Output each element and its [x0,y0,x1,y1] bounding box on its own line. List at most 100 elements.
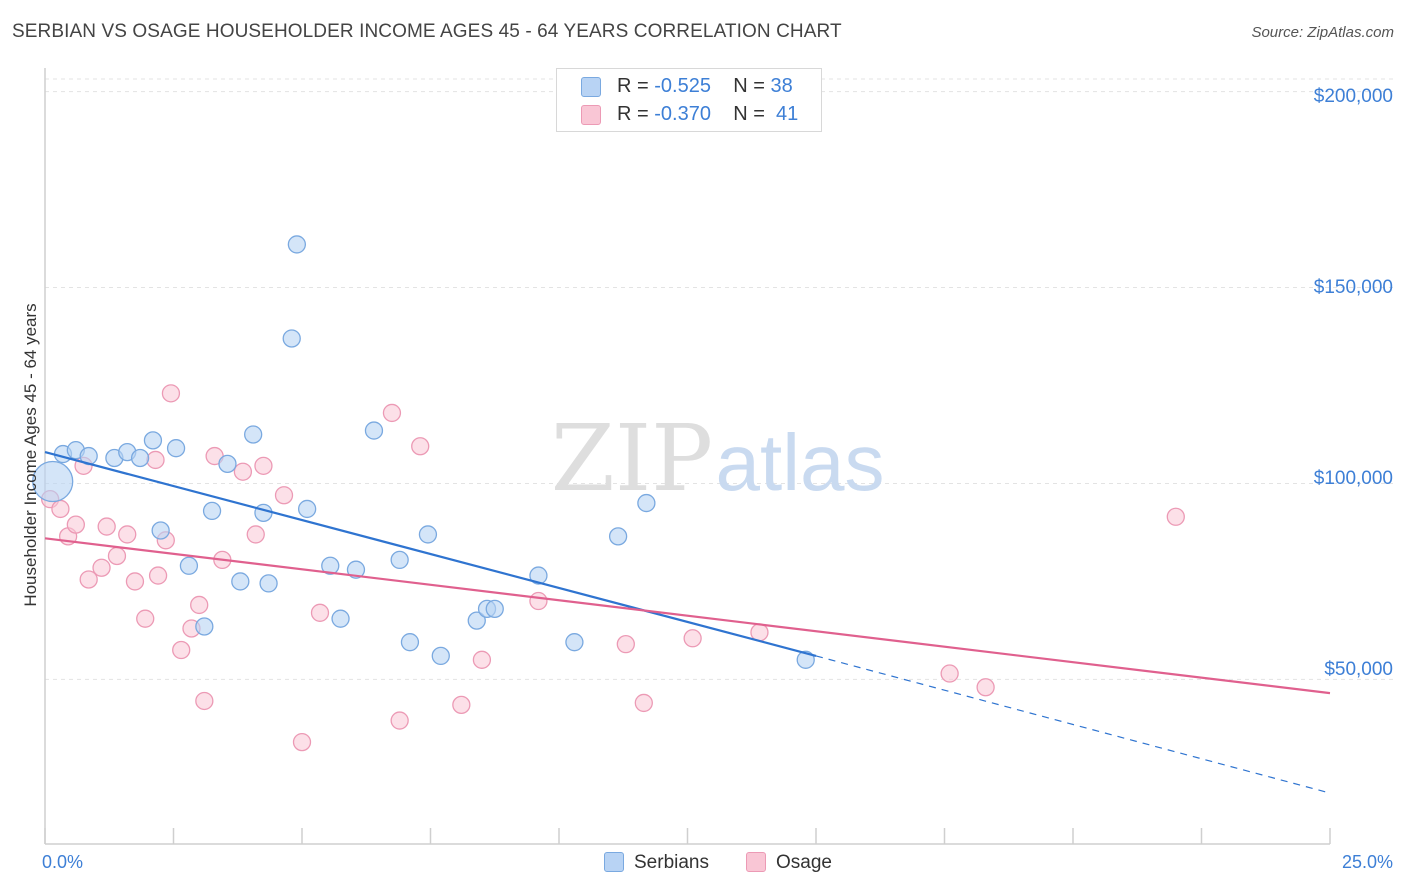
serbians-trendline-extension [815,655,1331,794]
serbians-point [254,503,273,523]
osage-point [274,486,294,505]
osage-point [79,570,98,589]
osage-point [452,695,471,715]
r-value: -0.370 [654,103,711,125]
chart-title: SERBIAN VS OSAGE HOUSEHOLDER INCOME AGES… [12,21,842,42]
osage-point [390,711,409,730]
serbians-point [195,617,214,636]
serbians-point [244,425,263,444]
serbians-point [346,560,366,579]
osage-point [246,525,265,544]
serbians-point [418,525,438,544]
y-tick-label: $200,000 [1313,86,1393,107]
osage-point [136,609,155,628]
serbians-point [32,460,74,503]
osage-point [683,629,702,648]
r-label: R = [617,103,649,125]
serbians-point [130,448,150,468]
serbians-point [400,633,420,652]
osage-swatch [581,105,601,125]
trendlines [44,451,1331,794]
serbians-point [364,421,384,440]
serbians-point [282,329,301,348]
y-tick-label: $150,000 [1313,277,1393,298]
serbians-point [529,566,548,585]
legend-label: Serbians [634,852,709,873]
serbians-point [485,599,504,619]
osage-point [254,456,273,475]
x-tick-label: 0.0% [42,852,84,872]
n-label: N = [733,75,765,97]
serbians-point [202,501,222,521]
correlation-legend: R = -0.525 N = 38 R = -0.370 N = 41 [556,68,822,132]
r-label: R = [617,75,649,97]
axes [44,68,1331,845]
osage-point [97,517,116,536]
osage-point [233,462,253,481]
osage-point [310,603,330,622]
osage-point [66,515,85,534]
r-value: -0.525 [654,75,711,97]
serbians-point [390,550,409,570]
watermark: ZIP atlas [551,405,885,512]
serbians-point [166,439,186,458]
serbians-point [608,527,628,546]
serbians-point [565,633,584,652]
watermark-atlas: atlas [716,418,885,507]
osage-point [195,691,214,711]
serbians-point [637,493,656,513]
y-axis-label: Householder Income Ages 45 - 64 years [21,303,40,607]
serbians-point [179,556,199,575]
watermark-zip: ZIP [551,405,713,512]
osage-point [51,499,70,519]
legend-item-osage[interactable]: Osage [746,852,832,874]
osage-point [161,384,181,403]
osage-point [292,732,312,752]
serbians-swatch [581,77,601,97]
osage-point [125,572,145,591]
serbians-point [218,454,237,474]
osage-point [382,403,402,423]
osage-point [172,640,191,660]
serbians-point [287,235,307,254]
osage-point [472,650,492,669]
serbians-swatch [604,852,624,872]
osage-point [976,678,995,697]
serbians-point [331,609,350,628]
serbians-point [151,521,170,540]
osage-point [529,591,548,611]
y-tick-label: $100,000 [1313,468,1393,489]
source-label: Source: ZipAtlas.com [1251,24,1394,41]
osage-point [634,693,653,713]
n-value: 38 [770,75,793,97]
gridlines [45,78,1395,680]
y-tick-label: $50,000 [1324,659,1393,680]
n-label: N = [733,103,765,125]
serbians-point [321,556,340,575]
osage-point [1166,507,1185,526]
legend-label: Osage [776,852,832,873]
osage-point [92,558,111,577]
x-tick-label: 25.0% [1341,852,1393,872]
osage-point [616,634,635,654]
legend-item-serbians[interactable]: Serbians [604,852,709,874]
osage-trendline [44,537,1331,695]
osage-point [190,595,209,615]
osage-point [411,437,430,456]
osage-swatch [746,852,766,872]
osage-point [148,566,168,585]
serbians-point [143,431,163,450]
osage-point [118,525,137,544]
serbians-series [32,235,815,669]
osage-point [107,546,127,566]
serbians-trendline [44,451,817,657]
osage-point [146,450,165,470]
serbians-point [467,611,486,630]
serbians-point [259,574,278,593]
serbians-point [431,646,450,666]
serbians-point [297,499,317,519]
serbians-point [796,650,815,669]
serbians-point [231,572,250,591]
osage-point [940,664,959,683]
